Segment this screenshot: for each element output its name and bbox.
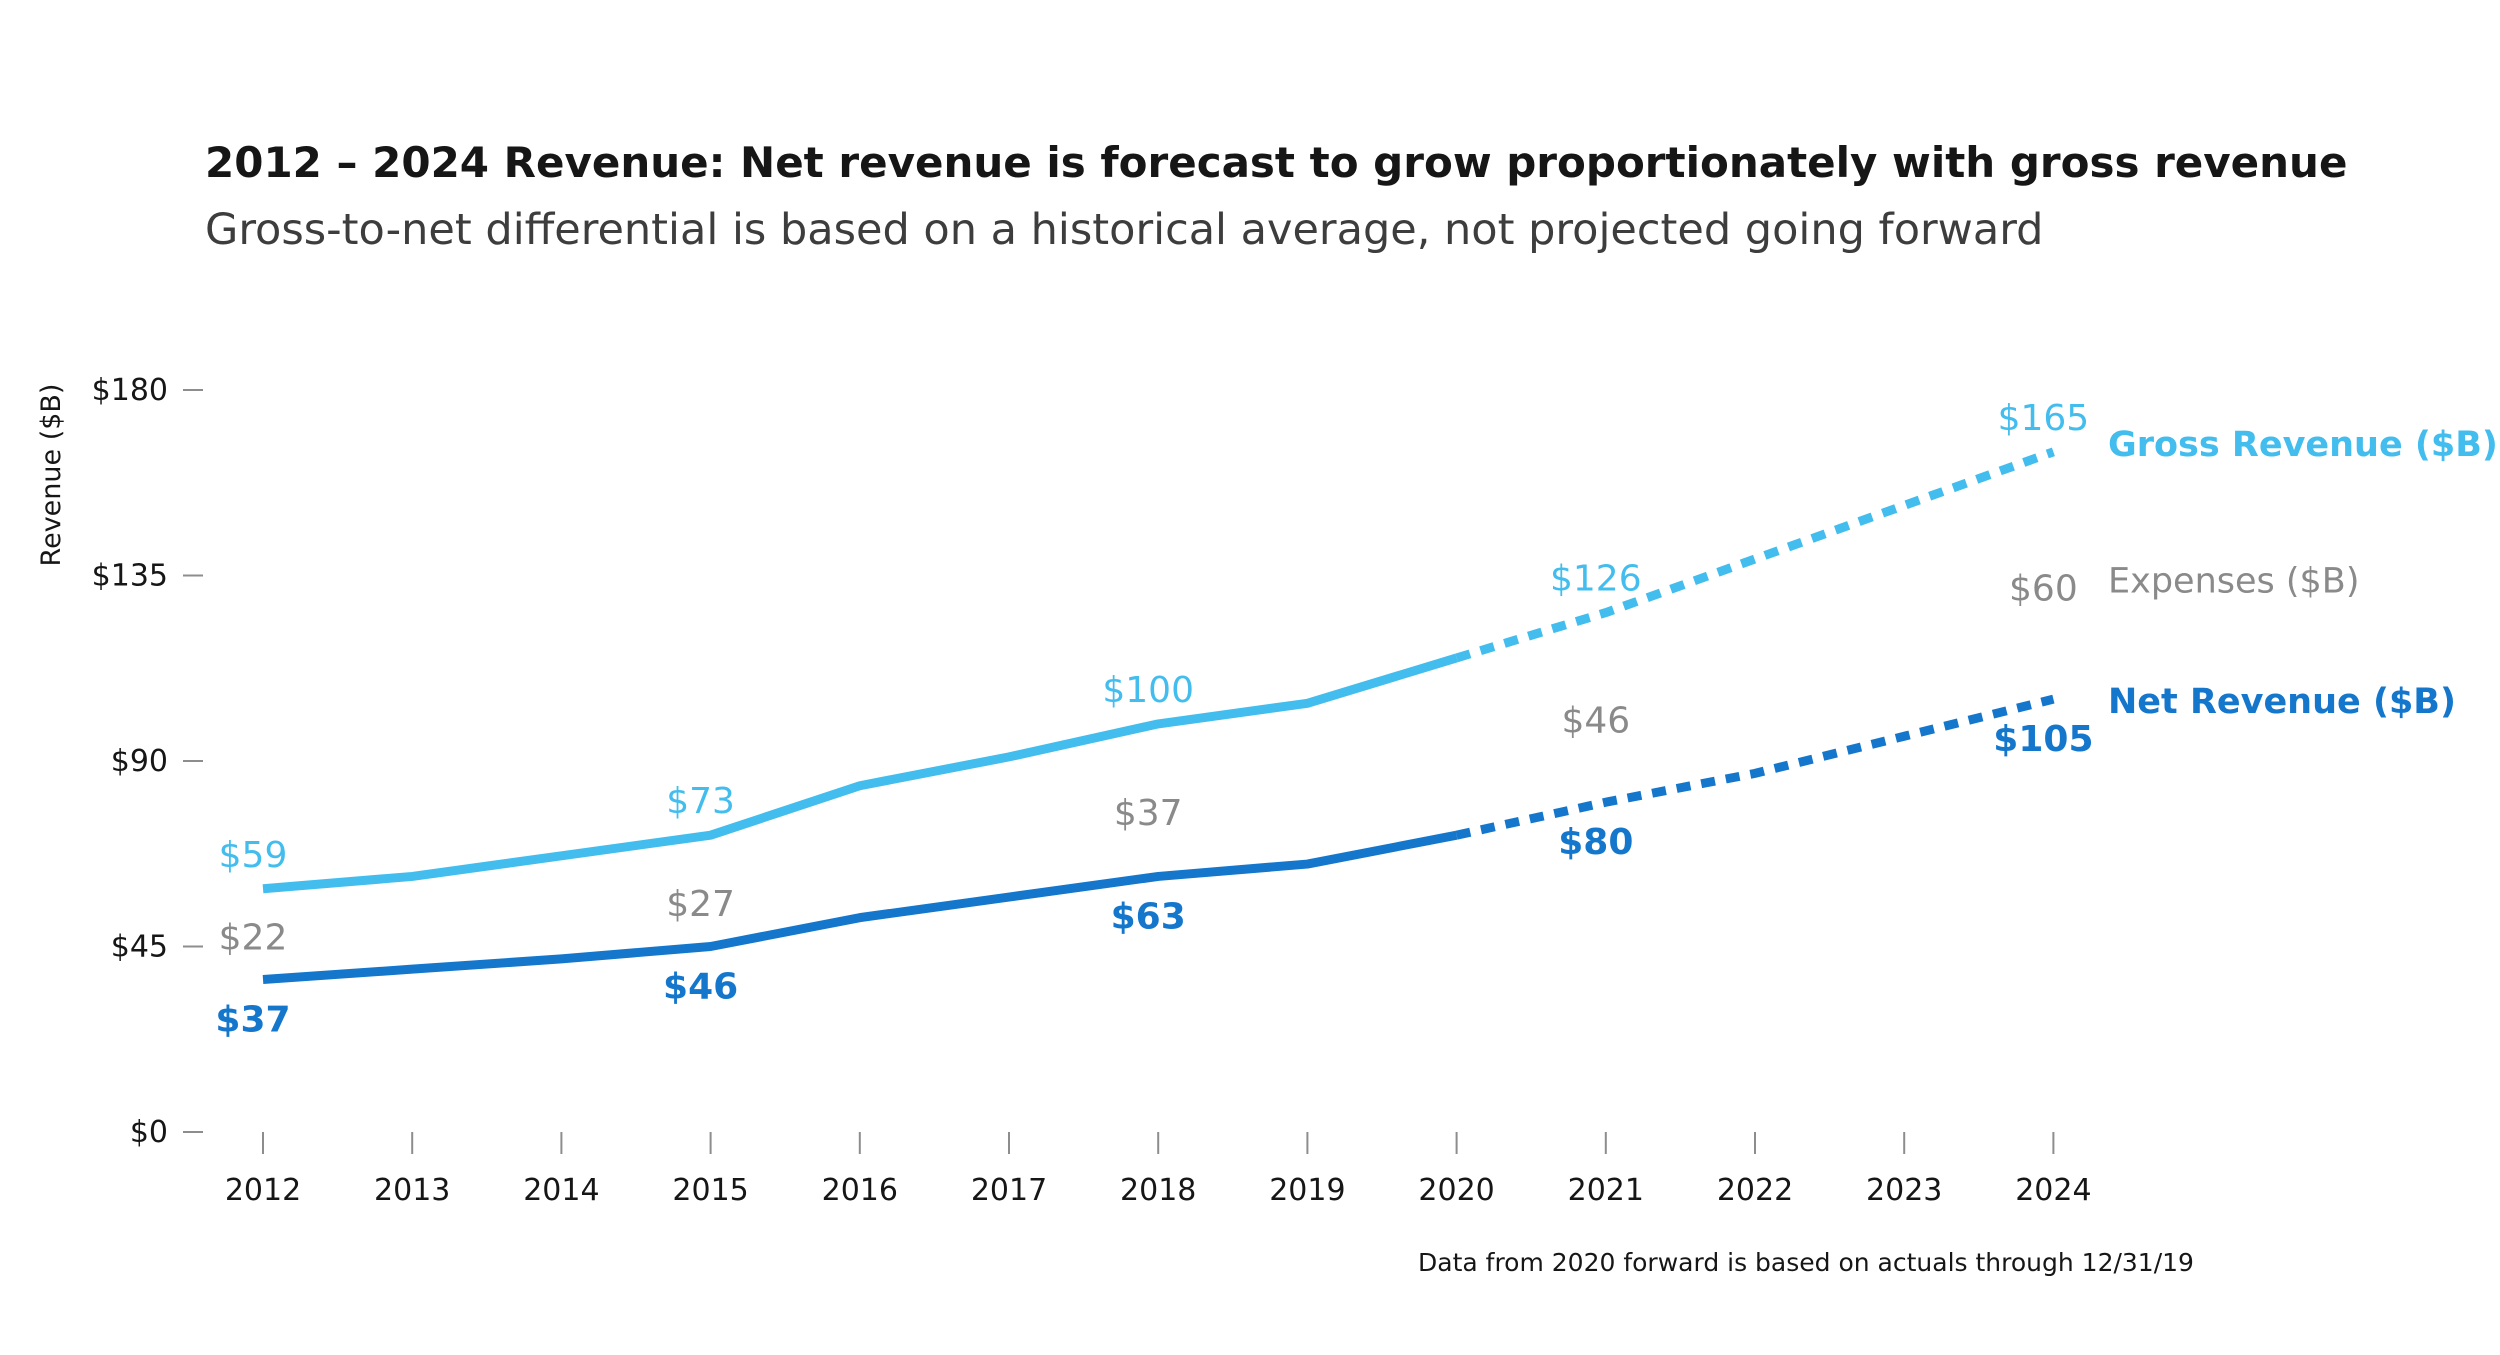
- y-axis: $0 $45 $90 $135 $180: [92, 373, 203, 1150]
- y-tick-label: $135: [92, 559, 168, 594]
- x-tick-label: 2020: [1418, 1173, 1494, 1208]
- y-tick-label: $90: [111, 744, 168, 779]
- x-tick-label: 2019: [1269, 1173, 1345, 1208]
- gross-data-label: $126: [1550, 559, 1642, 600]
- legend-gross: Gross Revenue ($B): [2108, 425, 2498, 465]
- gross-data-label: $165: [1998, 398, 2090, 439]
- x-tick-label: 2014: [523, 1173, 599, 1208]
- net-data-label: $105: [1993, 719, 2093, 760]
- gross-revenue-line-actual: [262, 653, 1458, 894]
- y-tick-label: $180: [92, 373, 168, 408]
- x-tick-label: 2022: [1717, 1173, 1793, 1208]
- chart-subtitle: Gross-to-net differential is based on a …: [205, 205, 2044, 255]
- net-revenue-line-actual: [262, 830, 1458, 984]
- data-labels: $59 $73 $100 $126 $165 $37 $46 $63 $80 $105 $22 $27…: [215, 398, 2093, 1041]
- legend-expenses: Expenses ($B): [2108, 562, 2359, 602]
- y-axis-label: Revenue ($B): [36, 384, 67, 567]
- expenses-data-label: $60: [2009, 569, 2078, 610]
- x-tick-label: 2013: [374, 1173, 450, 1208]
- net-data-label: $63: [1111, 896, 1186, 937]
- gross-data-label: $100: [1102, 670, 1194, 711]
- y-tick-label: $45: [111, 930, 168, 965]
- x-tick-label: 2018: [1120, 1173, 1196, 1208]
- x-tick-label: 2012: [225, 1173, 301, 1208]
- net-revenue-line-forecast: [1455, 694, 2055, 840]
- legend-net: Net Revenue ($B): [2108, 682, 2456, 722]
- x-tick-label: 2021: [1568, 1173, 1644, 1208]
- expenses-data-label: $37: [1114, 793, 1183, 834]
- chart-title: 2012 – 2024 Revenue: Net revenue is fore…: [205, 138, 2348, 187]
- gross-data-label: $59: [219, 835, 288, 876]
- net-data-label: $37: [215, 999, 290, 1040]
- gross-revenue-line-forecast: [1455, 447, 2055, 663]
- x-tick-label: 2024: [2015, 1173, 2091, 1208]
- x-tick-label: 2017: [971, 1173, 1047, 1208]
- net-data-label: $46: [663, 967, 738, 1008]
- x-tick-label: 2015: [672, 1173, 748, 1208]
- y-tick-label: $0: [130, 1115, 168, 1150]
- footnote: Data from 2020 forward is based on actua…: [1418, 1248, 2194, 1277]
- series-lines: [262, 447, 2055, 984]
- expenses-data-label: $46: [1561, 700, 1630, 741]
- expenses-data-label: $27: [666, 884, 735, 925]
- gross-data-label: $73: [666, 781, 735, 822]
- x-tick-label: 2016: [822, 1173, 898, 1208]
- legend: Gross Revenue ($B) Expenses ($B) Net Reven…: [2108, 425, 2498, 722]
- expenses-data-label: $22: [219, 917, 288, 958]
- x-axis: 2012 2013 2014 2015 2016 2017 2018 2019 2020 2021…: [225, 1132, 2092, 1208]
- net-data-label: $80: [1558, 822, 1633, 863]
- x-tick-label: 2023: [1866, 1173, 1942, 1208]
